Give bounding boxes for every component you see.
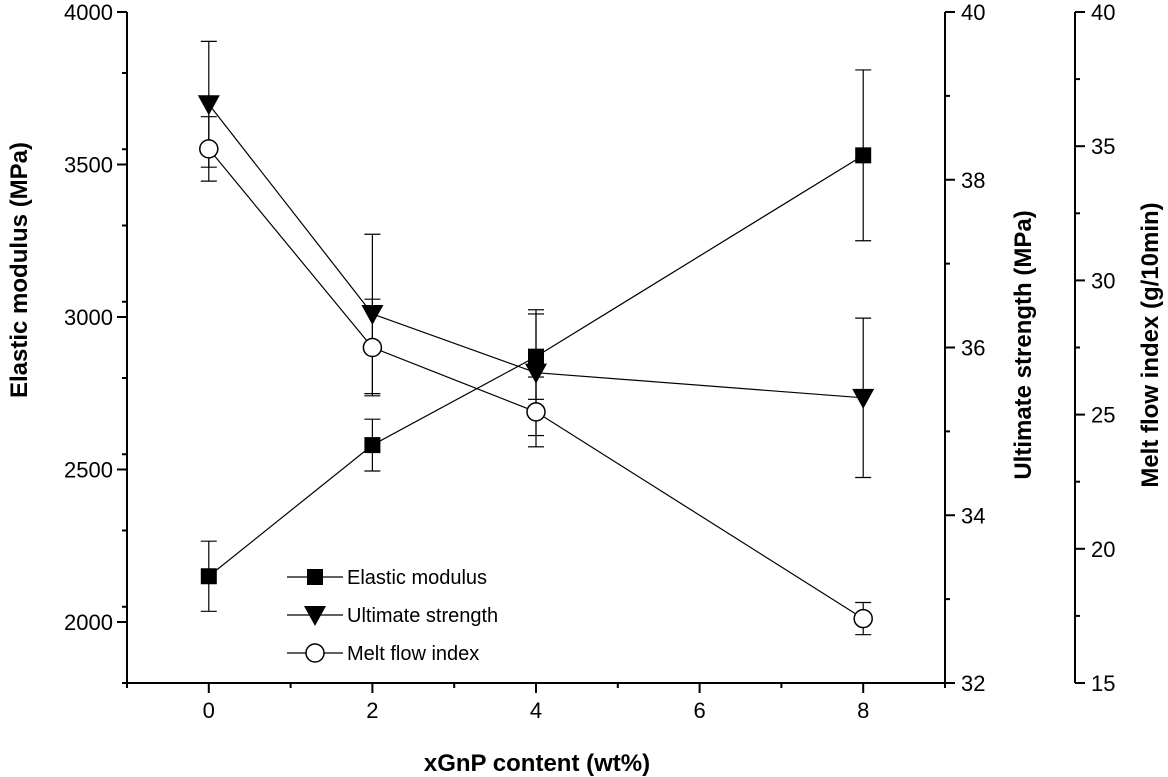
data-point bbox=[197, 95, 220, 116]
x-axis-title: xGnP content (wt%) bbox=[424, 750, 650, 777]
legend-label: Elastic modulus bbox=[347, 567, 487, 589]
series-line bbox=[208, 148, 864, 620]
data-point bbox=[853, 608, 873, 629]
left-tick-label: 4000 bbox=[64, 0, 113, 25]
right2-tick-label: 15 bbox=[1091, 671, 1115, 696]
legend-marker bbox=[307, 569, 323, 585]
right2-axis-title: Melt flow index (g/10min) bbox=[1137, 202, 1164, 487]
right2-tick-label: 35 bbox=[1091, 134, 1115, 159]
series-line bbox=[208, 154, 864, 577]
right2-tick-label: 25 bbox=[1091, 403, 1115, 428]
series-0 bbox=[200, 69, 872, 612]
series-group bbox=[197, 40, 875, 636]
data-point bbox=[526, 402, 546, 422]
legend-item: Ultimate strength bbox=[287, 605, 498, 627]
legend-marker bbox=[305, 643, 325, 663]
right2-tick-label: 20 bbox=[1091, 537, 1115, 562]
left-axis-title: Elastic modulus (MPa) bbox=[6, 142, 33, 398]
data-point bbox=[852, 388, 875, 409]
left-tick-label: 2000 bbox=[64, 610, 113, 635]
right1-tick-label: 34 bbox=[961, 503, 985, 528]
series-line bbox=[208, 103, 864, 399]
right1-tick-label: 40 bbox=[961, 0, 985, 25]
right1-tick-label: 36 bbox=[961, 336, 985, 361]
data-point bbox=[525, 363, 547, 384]
axes-group: 0 2 4 6 8 2000 2500 3000 3500 4000 32 34 36 38 40 15 20 2… bbox=[64, 0, 1115, 723]
legend-label: Ultimate strength bbox=[347, 605, 498, 627]
x-tick-label: 8 bbox=[857, 698, 869, 723]
data-point bbox=[200, 568, 217, 585]
right1-tick-label: 38 bbox=[961, 168, 985, 193]
data-point bbox=[362, 337, 383, 358]
data-point bbox=[855, 147, 872, 164]
x-tick-label: 2 bbox=[366, 698, 378, 723]
legend-marker bbox=[304, 606, 326, 626]
right1-tick-label: 32 bbox=[961, 671, 985, 696]
data-point bbox=[364, 437, 381, 454]
right1-axis-title: Ultimate strength (MPa) bbox=[1010, 210, 1037, 479]
left-tick-label: 2500 bbox=[64, 458, 113, 483]
right2-tick-label: 30 bbox=[1091, 268, 1115, 293]
legend-item: Melt flow index bbox=[287, 643, 479, 665]
left-tick-label: 3500 bbox=[64, 153, 113, 178]
right2-tick-label: 40 bbox=[1091, 0, 1115, 25]
left-tick-label: 3000 bbox=[64, 305, 113, 330]
x-tick-label: 0 bbox=[203, 698, 215, 723]
data-point bbox=[199, 139, 219, 159]
series-2 bbox=[199, 116, 873, 636]
legend-item: Elastic modulus bbox=[287, 567, 487, 589]
legend-label: Melt flow index bbox=[347, 643, 479, 665]
x-tick-label: 6 bbox=[693, 698, 705, 723]
legend: Elastic modulus Ultimate strength Melt flo… bbox=[287, 567, 498, 665]
x-tick-label: 4 bbox=[530, 698, 542, 723]
